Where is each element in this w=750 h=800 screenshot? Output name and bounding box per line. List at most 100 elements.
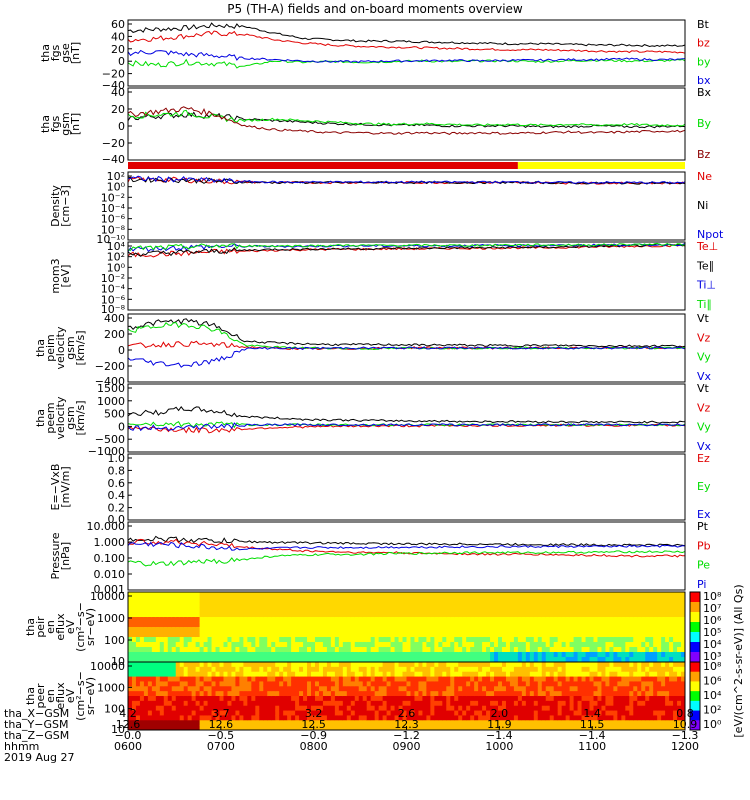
heatmap-cell: [486, 617, 491, 623]
heatmap-cell: [665, 676, 670, 682]
heatmap-cell: [378, 612, 384, 618]
heatmap-cell: [128, 666, 133, 673]
heatmap-cell: [358, 647, 364, 653]
heatmap-cell: [557, 597, 563, 603]
heatmap-cell: [462, 700, 467, 707]
heatmap-cell: [287, 666, 292, 673]
heatmap-cell: [267, 597, 272, 603]
heatmap-cell: [665, 696, 670, 702]
heatmap-cell: [358, 627, 364, 633]
heatmap-cell: [303, 622, 308, 628]
series-line: [127, 49, 686, 64]
x-tick-label: 0700: [207, 740, 235, 753]
heatmap-cell: [613, 657, 618, 663]
heatmap-cell: [454, 715, 459, 721]
heatmap-cell: [430, 602, 435, 608]
heatmap-cell: [545, 681, 551, 687]
heatmap-cell: [533, 602, 539, 608]
heatmap-cell: [314, 657, 320, 663]
heatmap-cell: [135, 696, 141, 702]
heatmap-cell: [211, 657, 217, 663]
heatmap-cell: [657, 607, 662, 613]
heatmap-cell: [505, 662, 511, 668]
heatmap-cell: [374, 715, 380, 721]
heatmap-cell: [529, 691, 535, 697]
heatmap-cell: [394, 592, 400, 598]
heatmap-cell: [326, 720, 332, 726]
heatmap-cell: [211, 666, 217, 673]
heatmap-cell: [661, 647, 666, 653]
heatmap-cell: [490, 681, 495, 687]
heatmap-cell: [303, 652, 308, 658]
heatmap-cell: [295, 681, 300, 687]
heatmap-cell: [378, 686, 384, 692]
heatmap-cell: [478, 676, 483, 682]
heatmap-cell: [223, 715, 228, 721]
heatmap-cell: [430, 612, 435, 618]
heatmap-cell: [601, 720, 606, 726]
heatmap-cell: [677, 642, 682, 648]
heatmap-cell: [235, 696, 240, 702]
heatmap-cell: [533, 597, 539, 603]
heatmap-cell: [207, 666, 213, 673]
heatmap-cell: [386, 592, 392, 598]
heatmap-cell: [366, 681, 372, 687]
heatmap-cell: [366, 607, 372, 613]
heatmap-cell: [633, 715, 638, 721]
heatmap-cell: [406, 622, 411, 628]
heatmap-cell: [287, 676, 292, 682]
heatmap-cell: [251, 612, 256, 618]
heatmap-cell: [155, 612, 161, 618]
heatmap-cell: [159, 705, 165, 712]
heatmap-cell: [382, 720, 388, 726]
heatmap-cell: [346, 681, 352, 687]
heatmap-cell: [665, 681, 670, 687]
heatmap-cell: [521, 705, 527, 712]
heatmap-cell: [330, 642, 336, 648]
heatmap-cell: [207, 637, 213, 643]
heatmap-cell: [334, 705, 340, 712]
heatmap-cell: [681, 676, 686, 682]
heatmap-cell: [410, 686, 415, 692]
legend-entry: by: [697, 55, 711, 68]
heatmap-cell: [215, 725, 221, 731]
heatmap-cell: [533, 696, 539, 702]
heatmap-cell: [410, 622, 415, 628]
heatmap-cell: [167, 612, 173, 618]
heatmap-cell: [478, 657, 483, 663]
heatmap-cell: [362, 632, 368, 638]
heatmap-cell: [629, 627, 634, 633]
heatmap-cell: [362, 705, 368, 712]
heatmap-cell: [617, 720, 622, 726]
heatmap-cell: [498, 647, 503, 653]
heatmap-cell: [279, 666, 284, 673]
heatmap-cell: [521, 676, 527, 682]
heatmap-cell: [470, 602, 475, 608]
heatmap-cell: [442, 696, 447, 702]
heatmap-cell: [155, 666, 161, 673]
heatmap-cell: [617, 617, 622, 623]
heatmap-cell: [231, 647, 236, 653]
heatmap-cell: [573, 602, 579, 608]
heatmap-cell: [303, 612, 308, 618]
heatmap-cell: [613, 632, 618, 638]
heatmap-cell: [402, 622, 407, 628]
heatmap-cell: [307, 705, 312, 712]
heatmap-cell: [243, 657, 248, 663]
heatmap-cell: [251, 710, 256, 716]
heatmap-cell: [191, 592, 197, 598]
heatmap-cell: [657, 671, 662, 678]
heatmap-cell: [227, 671, 232, 678]
heatmap-cell: [219, 725, 224, 731]
heatmap-cell: [139, 705, 145, 712]
heatmap-cell: [326, 642, 332, 648]
heatmap-cell: [617, 612, 622, 618]
heatmap-cell: [466, 642, 471, 648]
heatmap-cell: [362, 696, 368, 702]
heatmap-cell: [482, 612, 487, 618]
heatmap-cell: [354, 622, 360, 628]
heatmap-cell: [677, 607, 682, 613]
heatmap-cell: [430, 652, 435, 658]
heatmap-cell: [673, 720, 678, 726]
heatmap-cell: [589, 691, 594, 697]
